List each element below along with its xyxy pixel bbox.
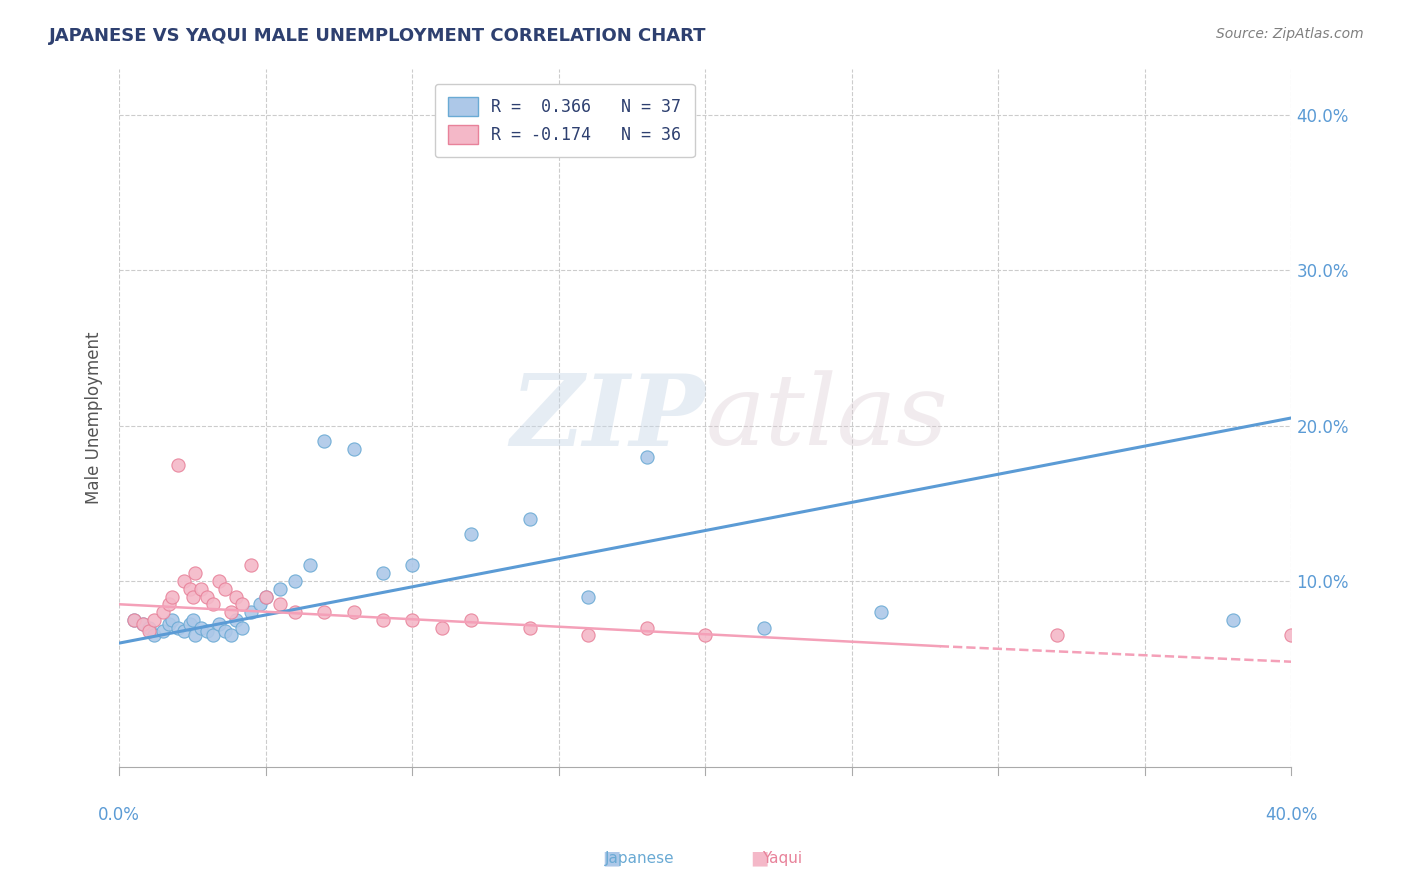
Point <box>184 628 207 642</box>
Point <box>576 590 599 604</box>
Point <box>179 617 201 632</box>
Point <box>132 617 155 632</box>
Point <box>343 442 366 456</box>
Point <box>190 582 212 596</box>
Text: 0.0%: 0.0% <box>98 806 141 824</box>
Point <box>202 597 225 611</box>
Point <box>143 613 166 627</box>
Point <box>173 574 195 588</box>
Text: JAPANESE VS YAQUI MALE UNEMPLOYMENT CORRELATION CHART: JAPANESE VS YAQUI MALE UNEMPLOYMENT CORR… <box>49 27 707 45</box>
Point <box>231 621 253 635</box>
Text: atlas: atlas <box>706 370 948 466</box>
Point <box>240 605 263 619</box>
Point <box>190 621 212 635</box>
Text: ■: ■ <box>749 848 769 868</box>
Point <box>214 624 236 638</box>
Point <box>401 613 423 627</box>
Point <box>195 590 218 604</box>
Point <box>284 574 307 588</box>
Point <box>636 621 658 635</box>
Point <box>298 558 321 573</box>
Point <box>152 624 174 638</box>
Point <box>1222 613 1244 627</box>
Y-axis label: Male Unemployment: Male Unemployment <box>86 332 103 504</box>
Point <box>157 597 180 611</box>
Point <box>167 621 190 635</box>
Point <box>143 628 166 642</box>
Point <box>314 434 336 449</box>
Point <box>314 605 336 619</box>
Point <box>371 613 394 627</box>
Point <box>184 566 207 581</box>
Point <box>208 617 231 632</box>
Point <box>122 613 145 627</box>
Point <box>576 628 599 642</box>
Point <box>371 566 394 581</box>
Point <box>181 613 204 627</box>
Point <box>519 512 541 526</box>
Text: Yaqui: Yaqui <box>762 851 801 865</box>
Point <box>160 590 183 604</box>
Point <box>401 558 423 573</box>
Point <box>122 613 145 627</box>
Text: ZIP: ZIP <box>510 369 706 467</box>
Point <box>460 527 482 541</box>
Point <box>219 605 242 619</box>
Point <box>269 582 291 596</box>
Point <box>1281 628 1303 642</box>
Point <box>231 597 253 611</box>
Point <box>195 624 218 638</box>
Point <box>254 590 277 604</box>
Point <box>870 605 893 619</box>
Point <box>636 450 658 464</box>
Text: ■: ■ <box>602 848 621 868</box>
Point <box>167 458 190 472</box>
Point <box>214 582 236 596</box>
Point <box>138 621 160 635</box>
Point <box>1046 628 1069 642</box>
Point <box>343 605 366 619</box>
Point <box>181 590 204 604</box>
Point <box>254 590 277 604</box>
Point <box>752 621 775 635</box>
Point <box>695 628 717 642</box>
Point <box>249 597 271 611</box>
Point <box>208 574 231 588</box>
Point <box>460 613 482 627</box>
Text: Source: ZipAtlas.com: Source: ZipAtlas.com <box>1216 27 1364 41</box>
Text: 40.0%: 40.0% <box>1265 806 1317 824</box>
Point <box>173 624 195 638</box>
Point <box>138 624 160 638</box>
Point <box>152 605 174 619</box>
Point <box>132 617 155 632</box>
Point <box>430 621 453 635</box>
Text: Japanese: Japanese <box>605 851 675 865</box>
Point <box>219 628 242 642</box>
Legend: R =  0.366   N = 37, R = -0.174   N = 36: R = 0.366 N = 37, R = -0.174 N = 36 <box>434 84 695 157</box>
Point <box>240 558 263 573</box>
Point <box>179 582 201 596</box>
Point <box>225 590 247 604</box>
Point <box>157 617 180 632</box>
Point <box>269 597 291 611</box>
Point <box>519 621 541 635</box>
Point <box>202 628 225 642</box>
Point <box>284 605 307 619</box>
Point <box>225 613 247 627</box>
Point <box>160 613 183 627</box>
